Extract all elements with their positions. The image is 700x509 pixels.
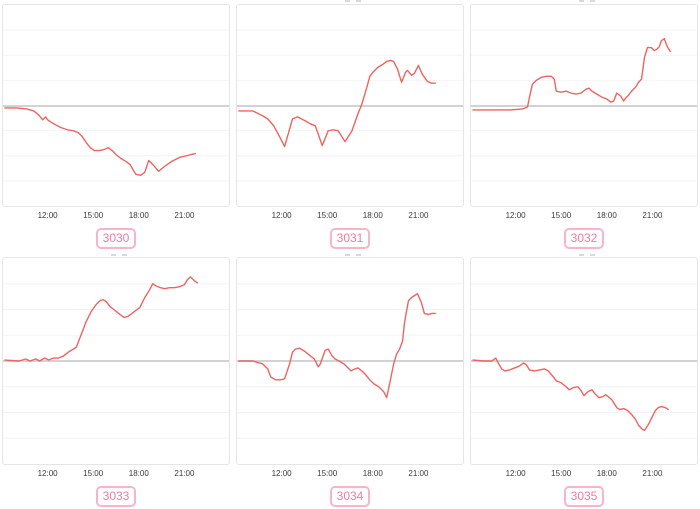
x-tick-label: 21:00 xyxy=(174,469,195,478)
badge-row: 3031 xyxy=(236,226,464,254)
x-tick-label: 15:00 xyxy=(551,211,572,220)
sparkline-svg xyxy=(3,29,229,182)
sparkline-svg xyxy=(471,283,697,439)
sparkline-svg xyxy=(471,29,697,182)
sparkline-svg xyxy=(237,29,463,182)
x-tick-label: 18:00 xyxy=(362,211,383,220)
x-tick-label: 18:00 xyxy=(128,211,149,220)
x-axis-3034: 12:00 15:00 18:00 21:00 xyxy=(236,465,464,484)
clipped-title-fragment xyxy=(579,254,602,256)
sparkline-svg xyxy=(237,283,463,439)
x-tick-label: 12:00 xyxy=(37,211,58,220)
x-tick-label: 15:00 xyxy=(83,211,104,220)
sparkline-chart-3031[interactable] xyxy=(236,4,464,207)
chart-id-badge-3031[interactable]: 3031 xyxy=(329,228,371,249)
x-tick-label: 12:00 xyxy=(271,469,292,478)
x-tick-label: 12:00 xyxy=(505,469,526,478)
chart-id-badge-3030[interactable]: 3030 xyxy=(95,228,137,249)
x-axis-3033: 12:00 15:00 18:00 21:00 xyxy=(2,465,230,484)
sparkline-svg xyxy=(3,276,229,439)
sparkline-chart-3033[interactable] xyxy=(2,257,230,465)
badge-row: 3032 xyxy=(470,226,698,254)
chart-id-badge-3032[interactable]: 3032 xyxy=(563,228,605,249)
x-tick-label: 15:00 xyxy=(551,469,572,478)
x-tick-label: 21:00 xyxy=(408,469,429,478)
chart-cell-3034: 12:00 15:00 18:00 21:00 3034 xyxy=(236,254,464,509)
x-axis-3032: 12:00 15:00 18:00 21:00 xyxy=(470,207,698,226)
chart-cell-3030: 12:00 15:00 18:00 21:00 3030 xyxy=(2,0,230,254)
x-axis-3031: 12:00 15:00 18:00 21:00 xyxy=(236,207,464,226)
chart-cell-3033: 12:00 15:00 18:00 21:00 3033 xyxy=(2,254,230,509)
badge-row: 3035 xyxy=(470,484,698,509)
chart-id-badge-3035[interactable]: 3035 xyxy=(563,486,605,507)
chart-cell-3031: 12:00 15:00 18:00 21:00 3031 xyxy=(236,0,464,254)
sparkline-chart-3030[interactable] xyxy=(2,4,230,207)
x-axis-3030: 12:00 15:00 18:00 21:00 xyxy=(2,207,230,226)
badge-row: 3030 xyxy=(2,226,230,254)
x-axis-3035: 12:00 15:00 18:00 21:00 xyxy=(470,465,698,484)
chart-cell-3035: 12:00 15:00 18:00 21:00 3035 xyxy=(470,254,698,509)
x-tick-label: 15:00 xyxy=(83,469,104,478)
x-tick-label: 21:00 xyxy=(642,211,663,220)
sparkline-chart-3034[interactable] xyxy=(236,257,464,465)
sparkline-chart-3032[interactable] xyxy=(470,4,698,207)
badge-row: 3034 xyxy=(236,484,464,509)
badge-row: 3033 xyxy=(2,484,230,509)
x-tick-label: 21:00 xyxy=(174,211,195,220)
chart-id-badge-3033[interactable]: 3033 xyxy=(95,486,137,507)
x-tick-label: 18:00 xyxy=(596,211,617,220)
clipped-title-fragment xyxy=(345,0,368,2)
x-tick-label: 18:00 xyxy=(596,469,617,478)
x-tick-label: 21:00 xyxy=(408,211,429,220)
x-tick-label: 15:00 xyxy=(317,469,338,478)
sparkline-chart-3035[interactable] xyxy=(470,257,698,465)
chart-id-badge-3034[interactable]: 3034 xyxy=(329,486,371,507)
x-tick-label: 21:00 xyxy=(642,469,663,478)
clipped-title-fragment xyxy=(345,254,368,256)
x-tick-label: 15:00 xyxy=(317,211,338,220)
x-tick-label: 12:00 xyxy=(505,211,526,220)
chart-cell-3032: 12:00 15:00 18:00 21:00 3032 xyxy=(470,0,698,254)
clipped-title-fragment xyxy=(111,254,134,256)
clipped-title-fragment xyxy=(579,0,602,2)
x-tick-label: 18:00 xyxy=(128,469,149,478)
x-tick-label: 12:00 xyxy=(37,469,58,478)
x-tick-label: 18:00 xyxy=(362,469,383,478)
x-tick-label: 12:00 xyxy=(271,211,292,220)
